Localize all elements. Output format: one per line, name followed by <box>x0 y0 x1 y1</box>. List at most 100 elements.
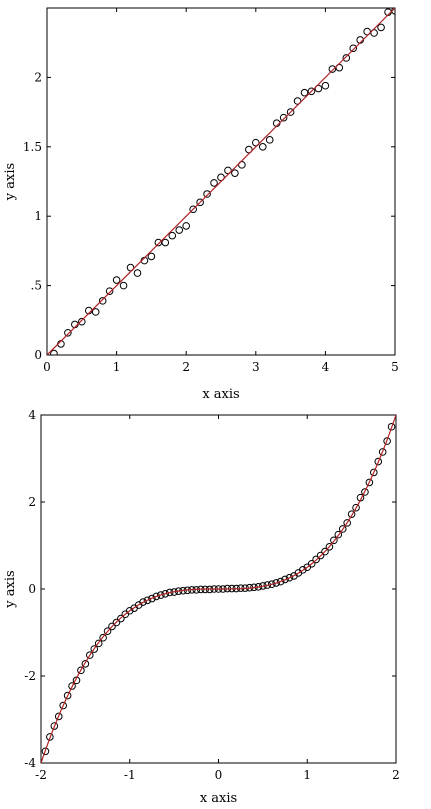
scatter-point <box>196 198 204 207</box>
x-tick-label: 4 <box>322 360 330 374</box>
scatter-point <box>335 63 344 72</box>
scatter-point <box>99 633 107 642</box>
x-tick-label: 0 <box>43 360 51 374</box>
scatter-point <box>154 238 163 247</box>
x-tick-label: -1 <box>124 768 136 782</box>
scatter-point <box>126 263 135 272</box>
y-tick-label: -4 <box>24 756 36 770</box>
y-tick-label: 2 <box>34 70 42 84</box>
scatter-point <box>105 287 114 295</box>
scatter-point <box>377 23 385 32</box>
scatter-point <box>361 488 369 496</box>
scatter-point <box>299 566 307 574</box>
scatter-point <box>238 161 246 169</box>
scatter-point <box>103 627 112 635</box>
scatter-point <box>77 666 85 675</box>
y-tick-label: 2 <box>28 495 36 509</box>
scatter-point <box>231 169 239 177</box>
scatter-point <box>91 308 100 316</box>
scatter-point <box>267 580 276 589</box>
scatter-point <box>50 722 59 730</box>
y-tick-label: 1.5 <box>23 140 42 154</box>
scatter-point <box>343 519 351 527</box>
scatter-point <box>86 651 94 659</box>
scatter-point <box>258 143 267 151</box>
scatter-point <box>98 297 107 305</box>
scatter-point <box>312 555 320 564</box>
scatter-point <box>370 29 378 37</box>
x-tick-label: 2 <box>392 768 400 782</box>
scatter-point <box>307 87 316 96</box>
scatter-point <box>210 179 218 187</box>
scatter-point <box>125 606 134 615</box>
y-tick-label: 1 <box>34 209 42 223</box>
x-tick-label: 0 <box>215 768 223 782</box>
scatter-point <box>175 226 184 234</box>
scatter-point <box>265 136 274 144</box>
scatter-point <box>94 639 103 648</box>
scatter-point <box>338 525 347 533</box>
scatter-point <box>342 54 351 62</box>
scatter-point <box>325 543 334 551</box>
scatter-point <box>117 614 125 623</box>
scatter-point <box>68 682 76 690</box>
scatter-point <box>189 205 197 214</box>
scatter-point <box>63 691 72 700</box>
x-axis-title: x axis <box>202 387 239 402</box>
y-tick-label: .5 <box>31 279 42 293</box>
scatter-point <box>50 349 58 355</box>
scatter-point <box>112 618 121 627</box>
scatter-point <box>203 190 211 198</box>
scatter-point <box>307 559 316 568</box>
scatter-point <box>90 645 99 653</box>
scatter-point <box>54 712 63 721</box>
y-axis-title: y axis <box>3 570 18 608</box>
scatter-point <box>148 594 156 603</box>
scatter-point <box>286 108 295 116</box>
x-tick-label: 5 <box>391 360 399 374</box>
scatter-point <box>161 589 170 598</box>
y-axis-title: y axis <box>3 163 18 201</box>
scatter-point <box>387 422 396 431</box>
chart-1: 0 1 2 3 4 5 0 .5 1 1.5 2 x axis y axis <box>3 7 399 402</box>
scatter-point <box>316 551 325 560</box>
y-tick-label: 0 <box>34 348 42 362</box>
scatter-point <box>272 579 280 587</box>
scatter-point <box>108 622 116 631</box>
scatter-point <box>78 317 86 326</box>
scatter-point <box>168 231 177 240</box>
scatter-point <box>147 252 156 261</box>
data-layer <box>47 8 395 355</box>
scatter-point <box>330 536 338 545</box>
scatter-point <box>64 328 72 337</box>
x-tick-label: 1 <box>113 360 121 374</box>
x-tick-label: 3 <box>252 360 260 374</box>
scatter-point <box>300 88 309 97</box>
x-tick-label: 1 <box>303 768 311 782</box>
scatter-point <box>314 84 323 93</box>
scatter-point <box>224 166 232 175</box>
scatter-point <box>252 138 260 147</box>
scatter-point <box>349 44 358 53</box>
scatter-point <box>81 660 90 668</box>
fit-line <box>41 415 396 763</box>
scatter-point <box>276 577 285 586</box>
scatter-point <box>352 503 360 512</box>
scatter-point <box>365 478 374 487</box>
y-tick-label: 4 <box>28 408 36 422</box>
scatter-point <box>112 276 121 284</box>
scatter-point <box>139 598 147 606</box>
scatter-point <box>46 733 54 741</box>
scatter-point <box>119 281 128 290</box>
scatter-point <box>41 747 50 756</box>
plot-frame <box>46 7 396 356</box>
scatter-point <box>59 701 67 710</box>
scatter-point <box>182 222 190 230</box>
scatter-point <box>281 575 289 584</box>
scatter-point <box>161 238 170 247</box>
scatter-point <box>157 591 165 599</box>
scatter-point <box>245 145 253 154</box>
data-layer <box>41 415 396 763</box>
